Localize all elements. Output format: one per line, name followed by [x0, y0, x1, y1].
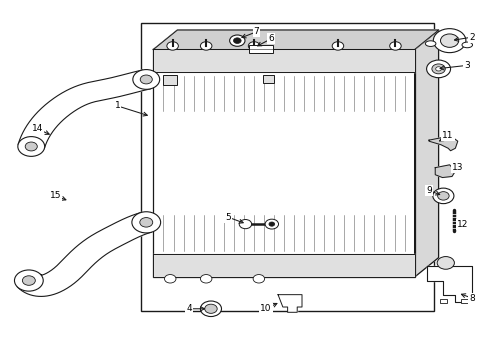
Circle shape: [164, 275, 176, 283]
Ellipse shape: [461, 42, 471, 48]
Text: 9: 9: [425, 186, 431, 195]
Text: 10: 10: [260, 304, 271, 313]
Bar: [262, 75, 274, 83]
Polygon shape: [428, 136, 457, 151]
Circle shape: [200, 301, 221, 316]
Circle shape: [200, 42, 211, 50]
Circle shape: [436, 257, 453, 269]
Polygon shape: [434, 165, 454, 177]
Circle shape: [140, 75, 152, 84]
Ellipse shape: [425, 41, 435, 46]
Text: 4: 4: [186, 304, 192, 313]
Circle shape: [166, 42, 178, 50]
Circle shape: [233, 38, 241, 44]
Circle shape: [18, 136, 44, 156]
Circle shape: [253, 275, 264, 283]
Circle shape: [426, 60, 449, 78]
Circle shape: [431, 64, 445, 74]
Ellipse shape: [432, 29, 465, 53]
Text: 12: 12: [456, 220, 468, 229]
Polygon shape: [278, 294, 302, 312]
Polygon shape: [18, 70, 150, 149]
Circle shape: [239, 220, 251, 229]
Circle shape: [389, 42, 400, 50]
Polygon shape: [153, 30, 438, 49]
Text: 7: 7: [253, 27, 259, 36]
Polygon shape: [153, 254, 414, 277]
Ellipse shape: [440, 34, 458, 48]
Polygon shape: [17, 212, 151, 296]
Circle shape: [432, 188, 453, 204]
Polygon shape: [426, 266, 471, 302]
Circle shape: [229, 35, 244, 46]
Text: 14: 14: [32, 124, 43, 133]
Text: 1: 1: [114, 102, 120, 111]
Text: 15: 15: [49, 192, 61, 201]
Circle shape: [248, 42, 259, 50]
Circle shape: [140, 217, 152, 227]
Text: 5: 5: [224, 212, 230, 221]
Text: 6: 6: [267, 34, 273, 43]
Text: 8: 8: [468, 294, 474, 303]
Text: 2: 2: [468, 33, 474, 42]
Circle shape: [200, 275, 211, 283]
Circle shape: [15, 270, 43, 291]
Polygon shape: [414, 30, 438, 277]
Circle shape: [268, 222, 274, 226]
Bar: [249, 45, 273, 53]
Text: 13: 13: [451, 163, 463, 172]
Text: 11: 11: [442, 131, 453, 140]
Circle shape: [22, 276, 35, 285]
Polygon shape: [153, 30, 438, 49]
Circle shape: [132, 212, 160, 233]
Bar: [439, 299, 447, 303]
Polygon shape: [153, 49, 414, 72]
Circle shape: [204, 304, 217, 313]
Polygon shape: [153, 49, 414, 277]
Circle shape: [331, 42, 343, 50]
Circle shape: [264, 219, 278, 229]
Circle shape: [437, 192, 448, 200]
Bar: [141, 23, 433, 311]
Bar: [460, 299, 468, 303]
Circle shape: [133, 69, 160, 89]
Circle shape: [435, 67, 441, 71]
Circle shape: [25, 142, 37, 151]
Bar: [163, 75, 177, 85]
Text: 3: 3: [464, 61, 469, 70]
